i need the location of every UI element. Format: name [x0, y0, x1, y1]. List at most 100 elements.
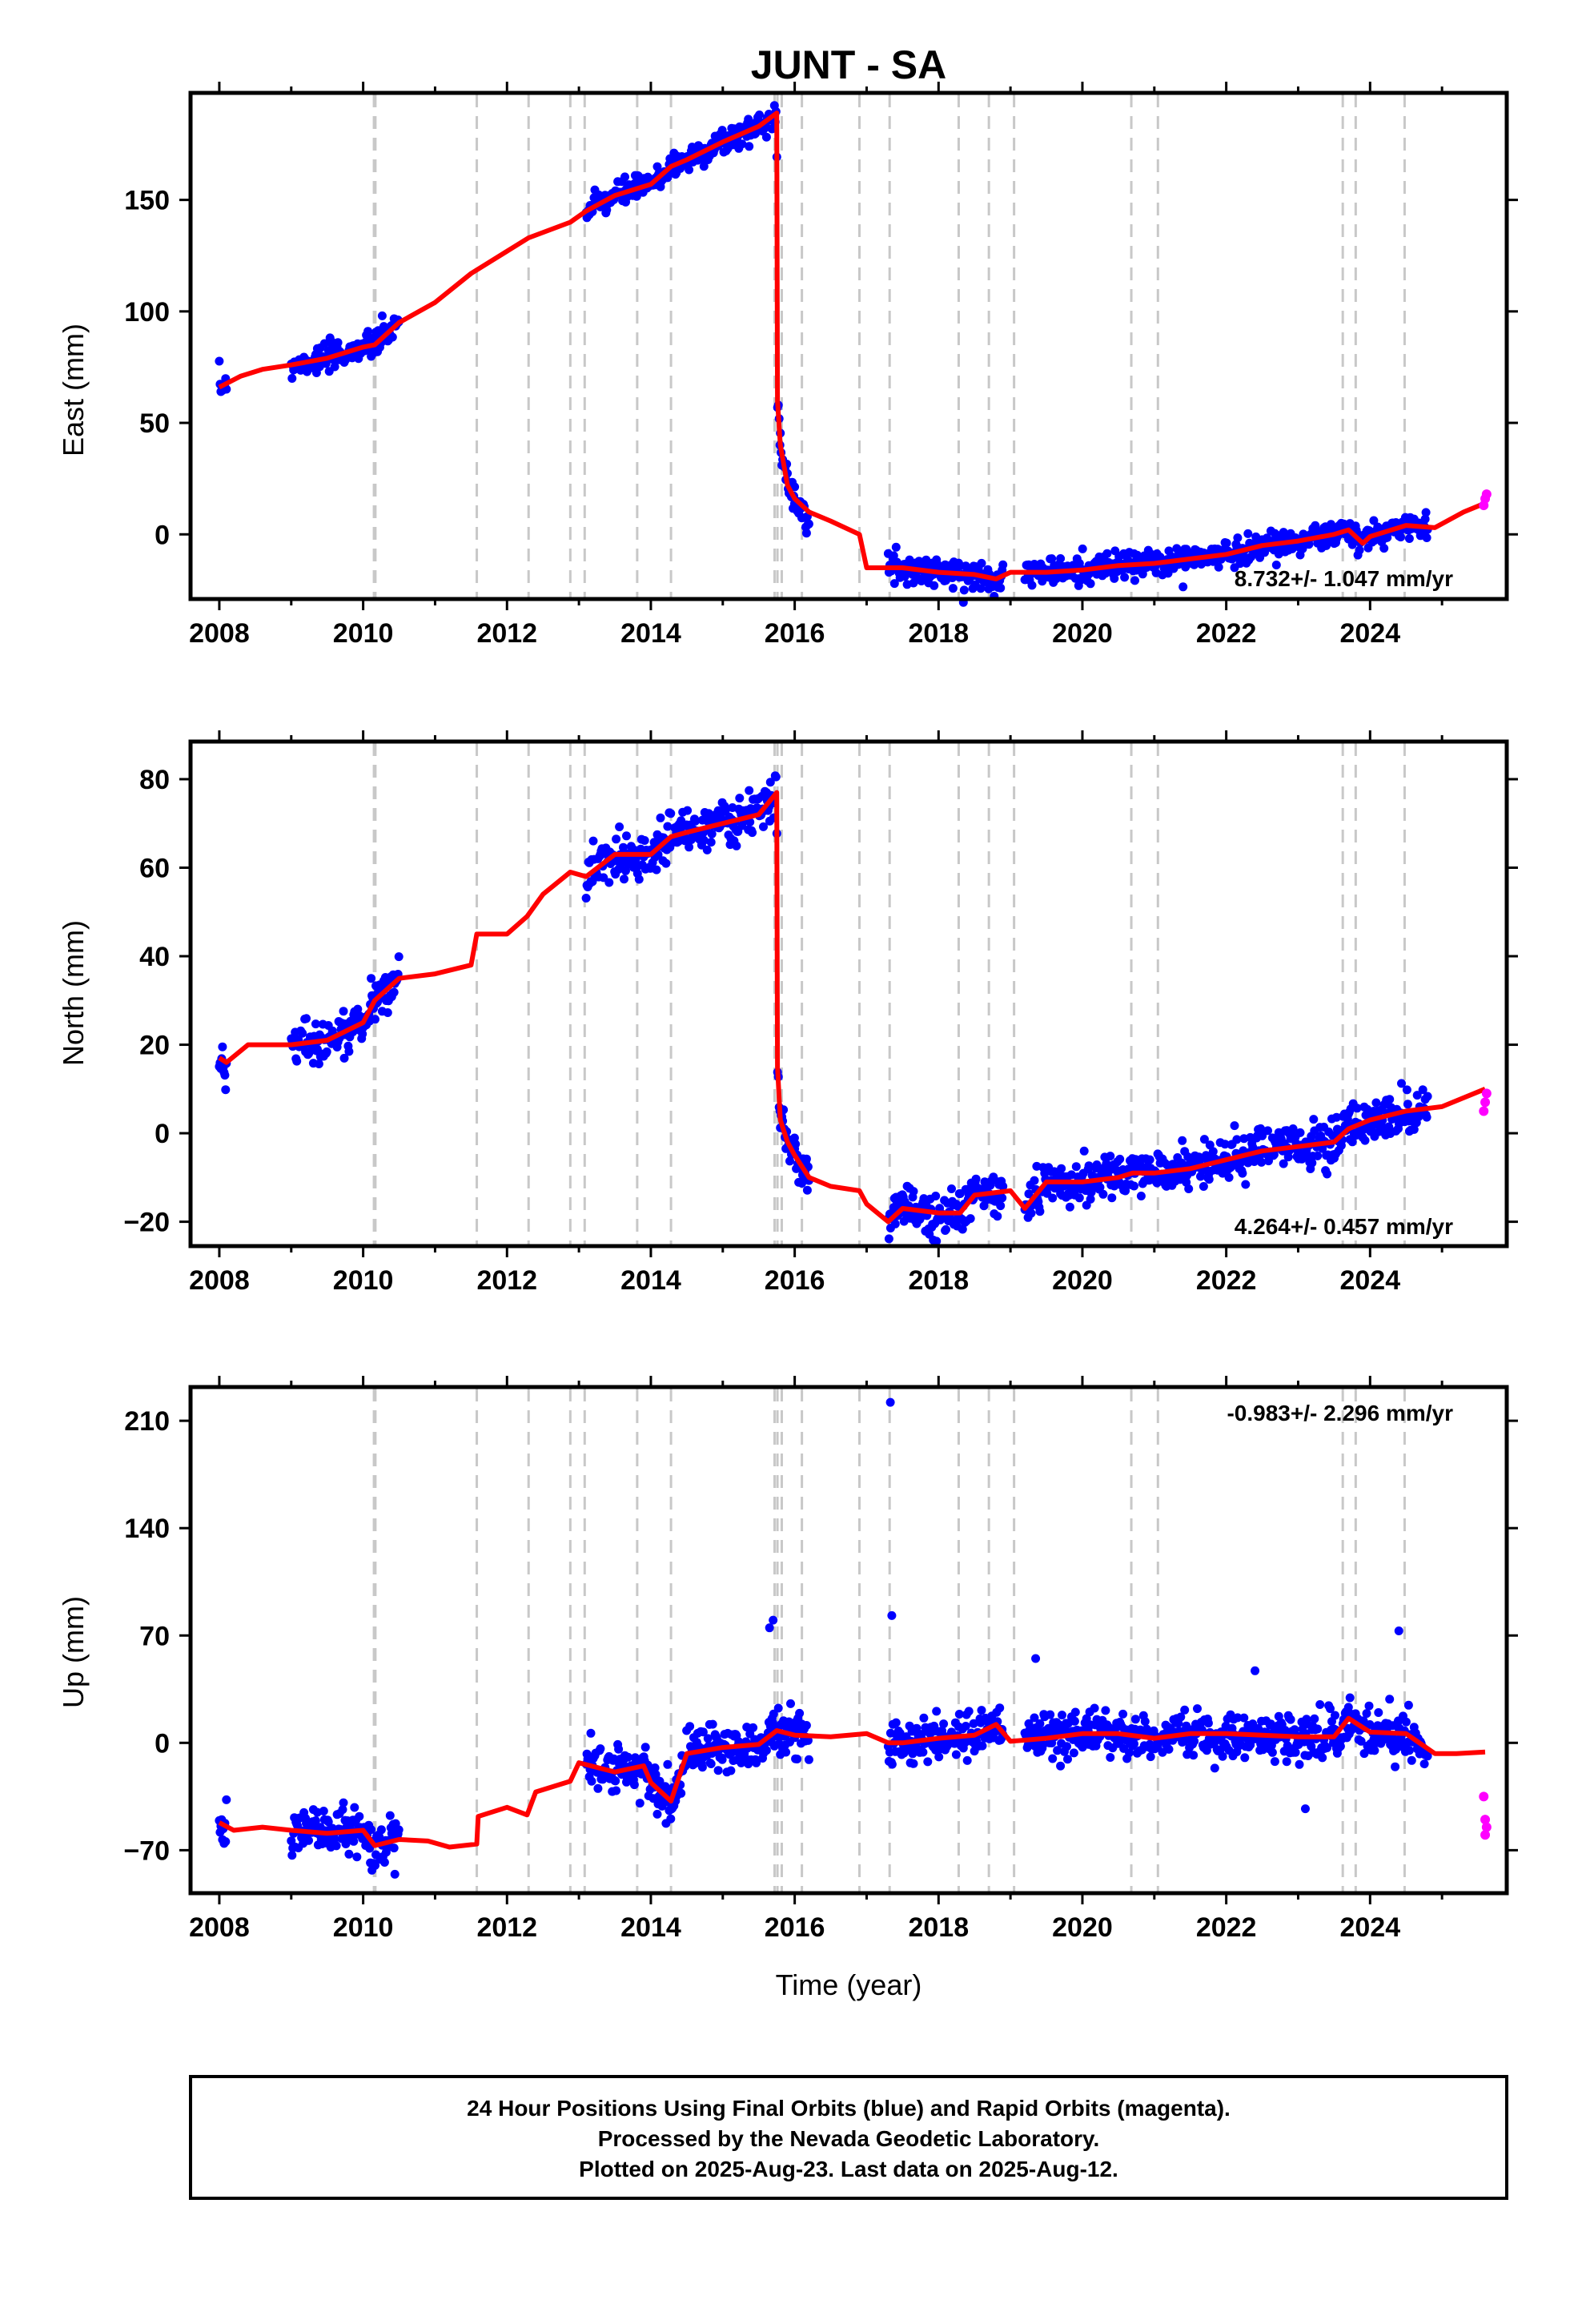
up-final-point — [1069, 1748, 1078, 1758]
up-final-point — [222, 1795, 231, 1804]
north-rapid-point — [1479, 1106, 1489, 1116]
east-panel: East (mm) 2008 2010 2012 2014 2016 2018 2020 20… — [57, 82, 1518, 649]
up-final-point — [918, 1747, 928, 1757]
east-x-tick-label: 2012 — [476, 618, 537, 649]
up-final-point — [614, 1744, 624, 1754]
north-final-point — [1409, 1124, 1419, 1134]
up-final-point — [773, 1703, 783, 1713]
up-final-point — [323, 1817, 333, 1827]
up-final-point — [1403, 1700, 1413, 1710]
up-final-point — [1146, 1752, 1155, 1762]
up-y-tick-label: 0 — [155, 1728, 170, 1759]
north-final-point — [1092, 1160, 1102, 1169]
east-final-point — [801, 529, 811, 538]
east-final-point — [1214, 562, 1223, 572]
up-final-point — [1282, 1757, 1291, 1767]
east-y-tick-label: 0 — [155, 520, 170, 550]
up-final-point — [761, 1746, 771, 1755]
east-x-tick-label: 2008 — [189, 618, 250, 649]
up-final-point — [611, 1776, 620, 1786]
up-final-point — [1193, 1704, 1202, 1714]
up-final-point — [389, 1844, 399, 1853]
north-x-tick-label: 2014 — [620, 1265, 681, 1296]
up-outlier-point — [765, 1623, 774, 1633]
north-final-point — [931, 1192, 941, 1200]
north-final-point — [1035, 1207, 1045, 1216]
up-final-point — [367, 1825, 376, 1835]
up-model-line — [218, 1715, 1486, 1850]
up-final-point — [1058, 1711, 1066, 1720]
north-final-point — [1307, 1158, 1317, 1168]
up-final-point — [1239, 1713, 1249, 1723]
up-final-point — [304, 1835, 313, 1845]
east-final-point — [387, 332, 397, 342]
up-final-point — [781, 1747, 791, 1757]
east-final-point — [287, 374, 297, 383]
east-final-point — [1420, 514, 1430, 524]
north-final-point — [367, 974, 376, 983]
north-final-point — [1230, 1121, 1239, 1131]
east-final-point — [1422, 533, 1431, 542]
north-final-point — [1295, 1128, 1305, 1137]
north-final-point — [1084, 1161, 1094, 1171]
up-final-point — [1218, 1751, 1227, 1761]
up-final-point — [1130, 1739, 1138, 1749]
north-x-tick-label: 2022 — [1196, 1265, 1257, 1296]
up-final-point — [1310, 1714, 1319, 1723]
north-final-point — [218, 1042, 227, 1051]
north-final-point — [1384, 1122, 1394, 1132]
north-final-point — [615, 822, 624, 831]
east-final-point — [1355, 545, 1364, 555]
up-final-point — [769, 1709, 778, 1719]
up-final-point — [1267, 1747, 1277, 1757]
up-final-point — [995, 1703, 1005, 1713]
up-rate-label: -0.983+/- 2.296 mm/yr — [1227, 1401, 1453, 1425]
up-final-point — [677, 1788, 686, 1798]
up-final-point — [1106, 1753, 1115, 1762]
up-final-point — [801, 1721, 811, 1730]
up-final-point — [1189, 1751, 1199, 1760]
north-final-point — [1208, 1147, 1218, 1156]
footer-line-3: Plotted on 2025-Aug-23. Last data on 202… — [579, 2157, 1118, 2181]
north-final-point — [621, 866, 630, 875]
east-model-line — [218, 111, 1487, 581]
east-x-tick-label: 2018 — [908, 618, 969, 649]
north-final-point — [1241, 1180, 1251, 1189]
up-panel: Up (mm) 2008 2010 2012 2014 2016 2018 2020 2022… — [57, 1376, 1518, 2001]
up-rapid-point — [1479, 1791, 1489, 1802]
up-final-point — [964, 1707, 974, 1716]
up-final-point — [612, 1786, 621, 1795]
north-final-point — [1288, 1124, 1298, 1133]
up-final-point — [939, 1719, 949, 1729]
north-panel: North (mm) 2008 2010 2012 2014 2016 2018 2020 2… — [57, 730, 1518, 1296]
east-final-point — [333, 338, 343, 348]
east-final-point — [699, 162, 709, 171]
up-final-point — [624, 1752, 632, 1762]
north-y-tick-label: 0 — [155, 1119, 170, 1149]
north-final-point — [1184, 1184, 1194, 1193]
north-final-point — [759, 822, 768, 831]
up-final-point — [726, 1766, 736, 1775]
up-final-point — [376, 1825, 386, 1835]
north-final-point — [1352, 1104, 1362, 1113]
up-final-point — [919, 1713, 929, 1723]
up-final-point — [349, 1836, 359, 1846]
north-final-point — [890, 1219, 900, 1228]
footer-line-1: 24 Hour Positions Using Final Orbits (bl… — [467, 2096, 1231, 2121]
north-final-point — [942, 1224, 950, 1234]
up-final-point — [338, 1805, 347, 1815]
up-final-point — [909, 1759, 918, 1768]
up-final-point — [786, 1699, 795, 1708]
east-final-point — [1086, 579, 1095, 589]
north-final-point — [1220, 1140, 1230, 1149]
north-y-axis-label: North (mm) — [57, 920, 90, 1066]
north-final-point — [1121, 1186, 1130, 1196]
north-final-point — [1136, 1192, 1146, 1200]
up-final-point — [961, 1722, 970, 1731]
north-rapid-point — [1480, 1097, 1491, 1108]
up-final-point — [1295, 1759, 1304, 1769]
east-y-tick-label: 100 — [124, 297, 170, 328]
east-final-point — [998, 560, 1008, 569]
east-final-point — [948, 584, 958, 593]
